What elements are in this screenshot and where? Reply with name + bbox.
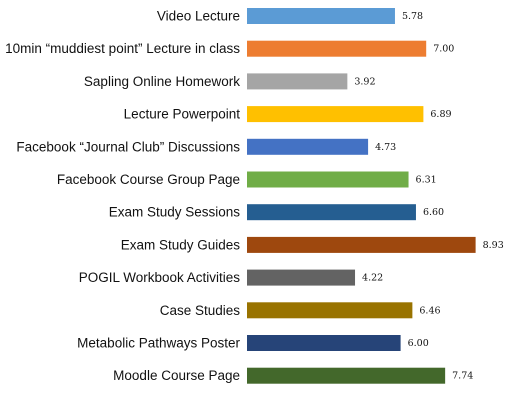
bar bbox=[247, 138, 369, 155]
category-label: Exam Study Guides bbox=[121, 237, 241, 252]
value-label: 6.89 bbox=[430, 109, 451, 120]
category-label: Metabolic Pathways Poster bbox=[77, 336, 240, 351]
bar bbox=[247, 171, 409, 188]
category-label: POGIL Workbook Activities bbox=[79, 270, 241, 285]
category-label: Case Studies bbox=[160, 303, 241, 318]
bar bbox=[247, 269, 356, 286]
bar bbox=[247, 335, 401, 351]
value-label: 6.46 bbox=[419, 305, 440, 316]
category-label: 10min “muddiest point” Lecture in class bbox=[5, 41, 240, 56]
bar bbox=[247, 106, 424, 123]
category-label: Sapling Online Homework bbox=[84, 74, 240, 89]
value-label: 7.74 bbox=[452, 371, 473, 382]
bar bbox=[247, 236, 476, 253]
bar bbox=[247, 367, 446, 384]
bar bbox=[247, 302, 413, 319]
value-label: 6.60 bbox=[423, 207, 444, 218]
category-label: Exam Study Sessions bbox=[109, 205, 241, 220]
bar bbox=[247, 73, 348, 90]
value-label: 4.22 bbox=[362, 273, 383, 284]
value-label: 6.00 bbox=[408, 338, 429, 349]
value-label: 3.92 bbox=[354, 76, 375, 87]
bar bbox=[247, 204, 416, 221]
bar bbox=[247, 8, 395, 24]
category-label: Facebook “Journal Club” Discussions bbox=[16, 139, 240, 154]
value-label: 5.78 bbox=[402, 11, 423, 22]
category-label: Facebook Course Group Page bbox=[57, 172, 240, 187]
category-label: Lecture Powerpoint bbox=[124, 107, 241, 122]
value-label: 4.73 bbox=[375, 142, 396, 153]
bar bbox=[247, 40, 427, 57]
category-label: Video Lecture bbox=[157, 9, 240, 24]
category-label: Moodle Course Page bbox=[113, 368, 240, 383]
value-label: 6.31 bbox=[416, 175, 437, 186]
value-label: 8.93 bbox=[483, 240, 504, 251]
value-label: 7.00 bbox=[433, 44, 454, 55]
